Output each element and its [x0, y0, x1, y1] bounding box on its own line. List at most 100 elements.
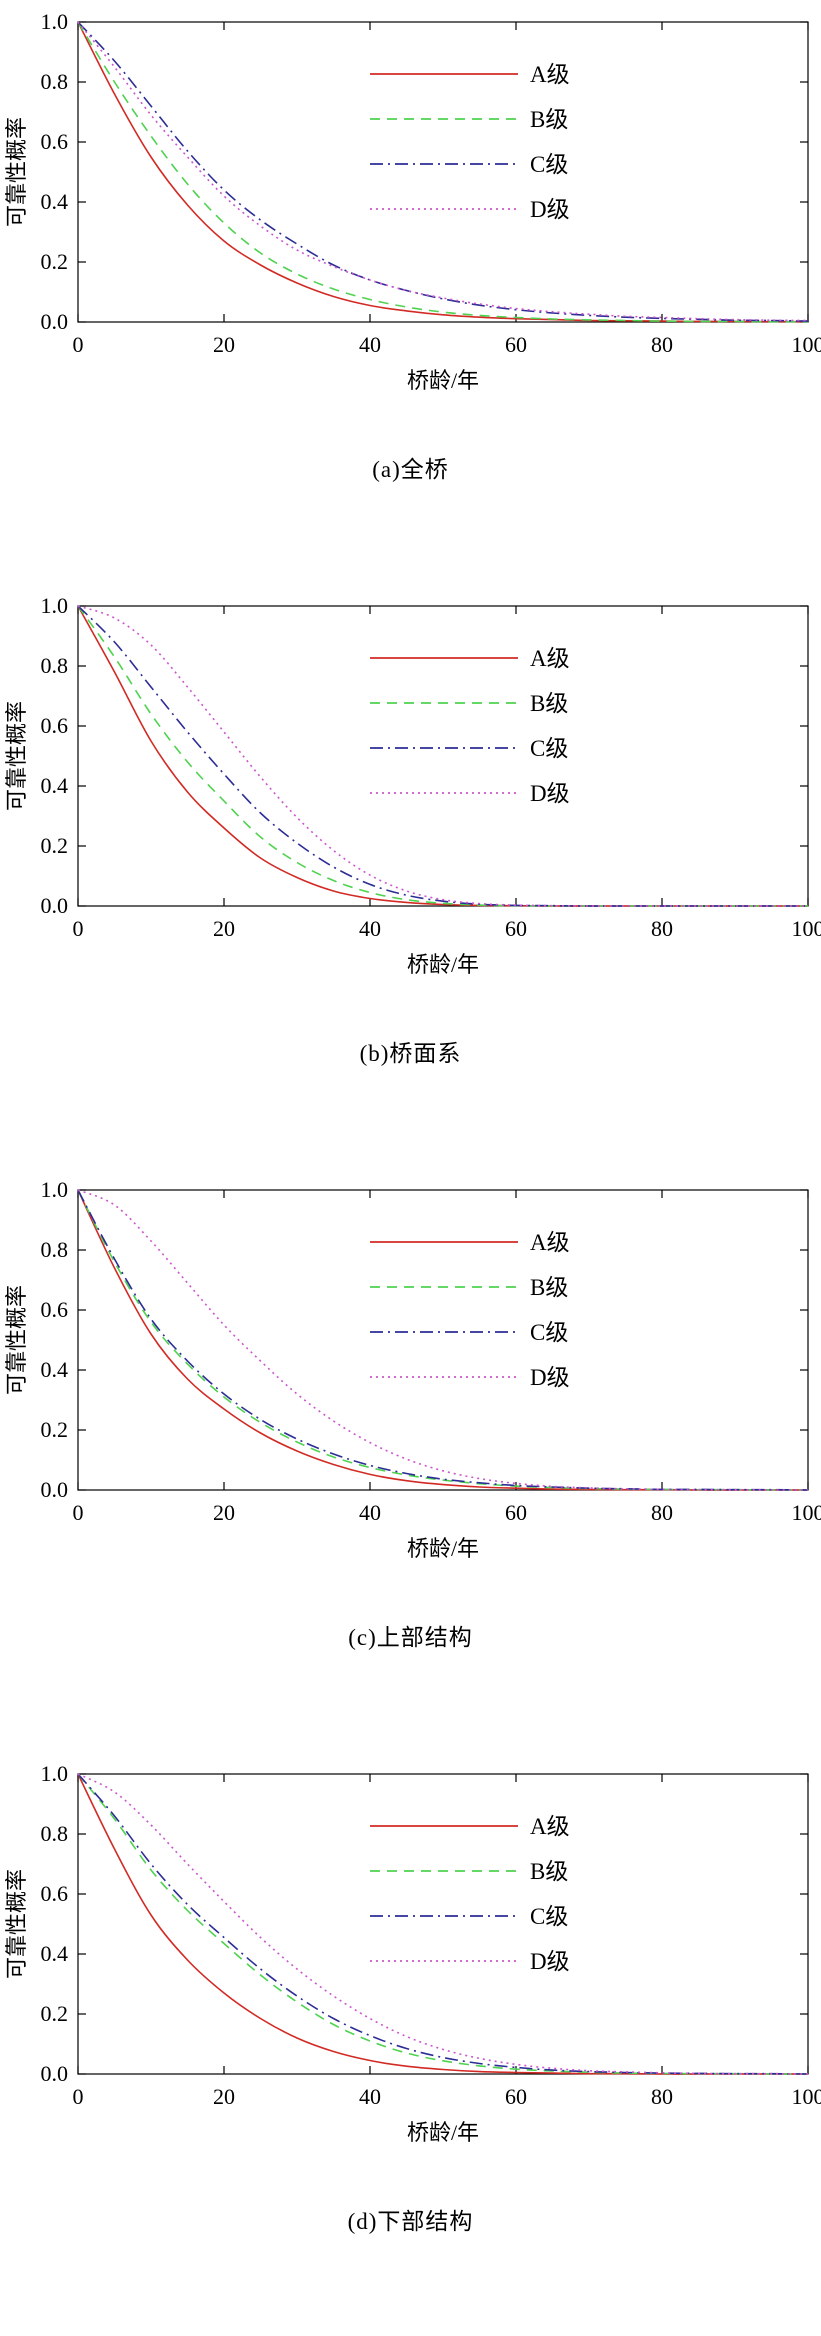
y-tick-label: 0.8	[41, 653, 69, 678]
legend-label: B级	[530, 107, 568, 132]
plot-box	[78, 1774, 808, 2074]
legend-item-C级: C级	[370, 152, 568, 177]
x-tick-label: 40	[359, 1500, 381, 1525]
x-axis-label: 桥龄/年	[407, 368, 479, 393]
y-axis-ticks: 0.0 0.2 0.4 0.6 0.8 1.0	[41, 9, 809, 334]
x-tick-label: 20	[213, 916, 235, 941]
legend-label: C级	[530, 1320, 568, 1345]
legend: A级 B级 C级 D级	[370, 1230, 570, 1390]
legend-label: A级	[530, 646, 570, 671]
legend-label: A级	[530, 62, 570, 87]
x-tick-label: 60	[505, 1500, 527, 1525]
y-axis-label: 可靠性概率	[4, 1285, 29, 1395]
x-tick-label: 0	[73, 332, 84, 357]
y-tick-label: 0.2	[41, 833, 69, 858]
y-tick-label: 0.4	[41, 189, 69, 214]
y-tick-label: 0.4	[41, 1941, 69, 1966]
y-tick-label: 0.6	[41, 129, 69, 154]
x-tick-label: 100	[792, 2084, 821, 2109]
legend-item-A级: A级	[370, 62, 570, 87]
x-tick-label: 40	[359, 332, 381, 357]
y-tick-label: 1.0	[41, 9, 69, 34]
x-tick-label: 80	[651, 1500, 673, 1525]
x-tick-label: 60	[505, 916, 527, 941]
x-axis-ticks: 0 20 40 60 80 100	[73, 1190, 821, 1525]
legend-label: B级	[530, 691, 568, 716]
series-line-C级	[78, 22, 808, 321]
x-tick-label: 0	[73, 1500, 84, 1525]
x-tick-label: 20	[213, 2084, 235, 2109]
x-axis-label: 桥龄/年	[407, 1536, 479, 1561]
series-line-D级	[78, 1774, 808, 2074]
x-axis-label: 桥龄/年	[407, 2120, 479, 2145]
series-line-B级	[78, 1190, 808, 1490]
y-tick-label: 0.8	[41, 69, 69, 94]
legend-item-C级: C级	[370, 736, 568, 761]
y-tick-label: 0.6	[41, 713, 69, 738]
y-tick-label: 0.0	[41, 893, 69, 918]
y-tick-label: 1.0	[41, 1177, 69, 1202]
series-line-A级	[78, 1774, 808, 2074]
legend-label: D级	[530, 1365, 570, 1390]
legend-item-B级: B级	[370, 1275, 568, 1300]
y-tick-label: 0.0	[41, 309, 69, 334]
series-line-B级	[78, 1774, 808, 2074]
legend: A级 B级 C级 D级	[370, 646, 570, 806]
legend-item-D级: D级	[370, 781, 570, 806]
x-tick-label: 40	[359, 2084, 381, 2109]
series-line-D级	[78, 1190, 808, 1490]
y-tick-label: 0.2	[41, 2001, 69, 2026]
x-axis-label: 桥龄/年	[407, 952, 479, 977]
x-tick-label: 20	[213, 1500, 235, 1525]
legend-item-B级: B级	[370, 1859, 568, 1884]
y-tick-label: 0.2	[41, 249, 69, 274]
legend-label: A级	[530, 1230, 570, 1255]
legend-label: C级	[530, 1904, 568, 1929]
series-line-B级	[78, 606, 808, 906]
legend-item-A级: A级	[370, 1814, 570, 1839]
y-tick-label: 0.6	[41, 1881, 69, 1906]
plot-box	[78, 22, 808, 322]
y-axis-ticks: 0.00.20.40.60.81.0	[41, 1761, 809, 2086]
legend-item-B级: B级	[370, 107, 568, 132]
legend-item-C级: C级	[370, 1904, 568, 1929]
legend-label: D级	[530, 781, 570, 806]
series-line-C级	[78, 606, 808, 906]
plot-box	[78, 1190, 808, 1490]
x-tick-label: 40	[359, 916, 381, 941]
y-axis-label: 可靠性概率	[4, 117, 29, 227]
y-axis-label: 可靠性概率	[4, 701, 29, 811]
series-line-A级	[78, 22, 808, 322]
x-tick-label: 80	[651, 916, 673, 941]
x-tick-label: 100	[792, 332, 821, 357]
y-tick-label: 0.4	[41, 773, 69, 798]
y-tick-label: 0.0	[41, 1477, 69, 1502]
x-tick-label: 0	[73, 2084, 84, 2109]
legend-label: B级	[530, 1275, 568, 1300]
series-line-D级	[78, 606, 808, 906]
y-tick-label: 0.4	[41, 1357, 69, 1382]
x-tick-label: 100	[792, 1500, 821, 1525]
legend-label: A级	[530, 1814, 570, 1839]
series-line-B级	[78, 22, 808, 322]
legend-label: D级	[530, 1949, 570, 1974]
legend-item-D级: D级	[370, 1365, 570, 1390]
plot-box	[78, 606, 808, 906]
legend-item-D级: D级	[370, 1949, 570, 1974]
chart-caption-c: (c)上部结构	[348, 1618, 473, 1652]
legend-item-C级: C级	[370, 1320, 568, 1345]
